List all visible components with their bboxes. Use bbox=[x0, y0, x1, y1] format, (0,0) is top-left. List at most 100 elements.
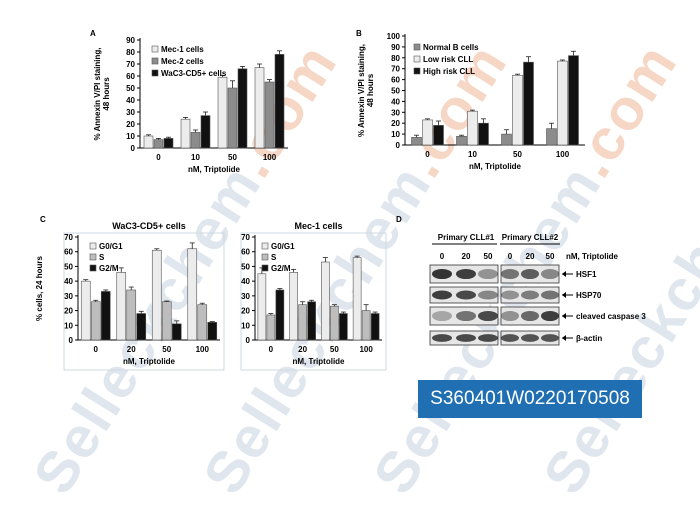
bar bbox=[136, 313, 147, 341]
y-tick-label: 50 bbox=[64, 262, 73, 271]
bar bbox=[422, 119, 433, 146]
y-tick-label: 50 bbox=[391, 87, 400, 96]
blot-band bbox=[501, 290, 519, 300]
western-blot: Primary CLL#1 Primary CLL#2 0 0 20 20 50 50 nM, … bbox=[429, 233, 646, 346]
catalog-id-label: S360401W0220170508 bbox=[418, 380, 642, 418]
chart-title: WaC3-CD5+ cells bbox=[112, 221, 185, 231]
y-tick-label: 40 bbox=[64, 277, 73, 286]
legend-swatch bbox=[89, 264, 97, 272]
blot-dose-label: 0 bbox=[440, 252, 445, 261]
legend-label: Mec-2 cells bbox=[161, 57, 204, 66]
y-tick-label: 60 bbox=[391, 76, 400, 85]
bar bbox=[264, 81, 275, 149]
panel-label-c: C bbox=[40, 215, 46, 224]
y-tick-label: 30 bbox=[64, 292, 73, 301]
bar bbox=[266, 314, 276, 341]
x-tick-label: 100 bbox=[556, 150, 570, 159]
blot-dose-label: 50 bbox=[546, 252, 555, 261]
bar bbox=[467, 110, 478, 146]
blot-dose-label: 0 bbox=[508, 252, 513, 261]
blot-band bbox=[456, 290, 476, 300]
y-tick-label: 60 bbox=[126, 72, 135, 81]
bar bbox=[456, 135, 467, 146]
bar bbox=[501, 133, 512, 146]
chart-panel-C2: Mec-1 cells 0 10 20 30 40 50 60 70 0 20 50 100 nM, Tr… bbox=[240, 221, 387, 371]
y-axis-label: 48 hours bbox=[366, 73, 375, 107]
bar bbox=[90, 301, 101, 341]
legend-label: S bbox=[99, 253, 105, 262]
blot-arrow-head bbox=[562, 271, 566, 277]
x-tick-label: 50 bbox=[228, 153, 237, 162]
y-tick-label: 90 bbox=[391, 43, 400, 52]
legend-label: Low risk CLL bbox=[423, 55, 473, 64]
legend-label: Normal B cells bbox=[423, 43, 479, 52]
legend-swatch bbox=[413, 43, 421, 51]
y-tick-label: 60 bbox=[64, 248, 73, 257]
bar bbox=[207, 322, 218, 341]
bar bbox=[361, 310, 371, 341]
bar bbox=[254, 67, 265, 149]
legend-label: G0/G1 bbox=[99, 242, 123, 251]
legend-label: G0/G1 bbox=[271, 242, 295, 251]
x-tick-label: 100 bbox=[196, 345, 210, 354]
blot-band bbox=[432, 334, 452, 342]
y-tick-label: 20 bbox=[126, 120, 135, 129]
legend-swatch bbox=[151, 57, 159, 65]
y-tick-label: 10 bbox=[64, 321, 73, 330]
y-axis-label: % cells, 24 hours bbox=[35, 255, 44, 320]
legend-swatch bbox=[413, 67, 421, 75]
blot-arrow-head bbox=[562, 313, 566, 319]
bar bbox=[200, 115, 211, 149]
bar bbox=[512, 74, 523, 146]
x-tick-label: 0 bbox=[269, 345, 274, 354]
y-axis-label: % Annexin V/PI staining, bbox=[93, 47, 102, 140]
bar bbox=[523, 61, 534, 146]
blot-dose-label: 20 bbox=[526, 252, 535, 261]
blot-band bbox=[541, 334, 559, 342]
y-tick-label: 70 bbox=[64, 233, 73, 242]
x-tick-label: 20 bbox=[127, 345, 136, 354]
bar bbox=[370, 313, 380, 341]
y-tick-label: 10 bbox=[241, 321, 250, 330]
chart-panel-A: 0 10 20 30 40 50 60 70 80 90 0 10 50 100 nM, Triptolid… bbox=[93, 36, 288, 174]
bar bbox=[227, 87, 238, 149]
bar bbox=[330, 305, 339, 341]
bar bbox=[163, 138, 174, 149]
y-tick-label: 10 bbox=[126, 132, 135, 141]
x-tick-label: 100 bbox=[263, 153, 277, 162]
bar bbox=[307, 301, 316, 341]
y-axis-label: 48 hours bbox=[102, 77, 111, 111]
blot-band bbox=[501, 268, 519, 280]
panel-label-d: D bbox=[396, 215, 402, 224]
bar bbox=[411, 137, 422, 146]
x-tick-label: 100 bbox=[359, 345, 373, 354]
bar bbox=[151, 249, 162, 341]
y-axis-label: % Annexin V/PI staining, bbox=[357, 44, 366, 137]
y-tick-label: 50 bbox=[241, 262, 250, 271]
y-tick-label: 0 bbox=[69, 336, 74, 345]
panel-label-a: A bbox=[90, 29, 96, 38]
legend-label: WaC3-CD5+ cells bbox=[161, 69, 227, 78]
blot-dose-label: 20 bbox=[462, 252, 471, 261]
x-tick-label: 20 bbox=[298, 345, 307, 354]
y-tick-label: 20 bbox=[64, 307, 73, 316]
bar bbox=[352, 257, 362, 341]
bar bbox=[171, 323, 182, 341]
y-tick-label: 10 bbox=[391, 130, 400, 139]
bar bbox=[257, 273, 267, 341]
y-tick-label: 100 bbox=[387, 32, 401, 41]
blot-band bbox=[432, 310, 452, 322]
blot-band bbox=[541, 290, 559, 300]
panel-label-b: B bbox=[356, 29, 362, 38]
bar bbox=[161, 301, 172, 341]
bar bbox=[217, 76, 228, 149]
x-tick-label: 0 bbox=[156, 153, 161, 162]
blot-band bbox=[478, 290, 498, 300]
blot-band bbox=[456, 268, 476, 280]
bar bbox=[80, 280, 91, 341]
x-tick-label: 50 bbox=[162, 345, 171, 354]
bar bbox=[100, 291, 111, 341]
y-tick-label: 0 bbox=[246, 336, 251, 345]
